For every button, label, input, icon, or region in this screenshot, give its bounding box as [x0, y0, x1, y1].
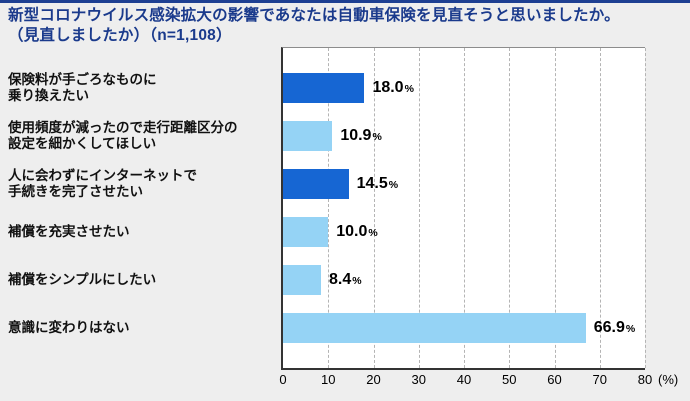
x-axis-unit-label: (%)	[658, 372, 679, 387]
category-label: 保険料が手ごろなものに 乗り換えたい	[8, 64, 276, 112]
x-tick-label: 0	[279, 372, 287, 387]
x-tick-label: 50	[502, 372, 517, 387]
bar-value-label: 10.9%	[340, 127, 381, 145]
grid-line	[645, 48, 646, 368]
category-label: 人に会わずにインターネットで 手続きを完了させたい	[8, 160, 276, 208]
bar-value-label: 18.0%	[372, 79, 413, 97]
x-tick-label: 60	[547, 372, 562, 387]
plot-area: 18.0% 10.9% 14.5% 10.0% 8.4% 66.9%	[281, 47, 646, 370]
chart-title: 新型コロナウイルス感染拡大の影響であなたは自動車保険を見直そうと思いましたか。 …	[8, 6, 684, 47]
x-tick-label: 30	[411, 372, 426, 387]
bar-row: 10.0%	[283, 208, 645, 256]
bar	[283, 265, 321, 295]
bar-row: 14.5%	[283, 160, 645, 208]
bar	[283, 121, 333, 151]
bar-value-number: 66.9	[593, 319, 625, 336]
x-axis: 0 10 20 30 40 50 60 70 80 (%)	[279, 372, 678, 390]
bar-value-unit: %	[372, 131, 382, 143]
grid-line	[509, 48, 511, 368]
grid-line	[328, 48, 330, 368]
category-label: 意識に変わりはない	[8, 304, 276, 352]
chart-title-line2: （見直しましたか）（n=1,108）	[8, 27, 232, 45]
bar-value-label: 14.5%	[357, 175, 398, 193]
category-label-line: 補償を充実させたい	[8, 223, 130, 239]
category-label-line: 保険料が手ごろなものに	[8, 71, 157, 87]
bar-value-unit: %	[388, 179, 399, 191]
bar-value-number: 10.0	[336, 223, 368, 240]
bar-row: 8.4%	[283, 256, 645, 304]
grid-line	[464, 48, 465, 368]
x-tick-label: 20	[366, 372, 381, 387]
category-label-line: 設定を細かくしてほしい	[8, 136, 157, 151]
grid-line	[554, 48, 556, 368]
category-label: 補償をシンプルにしたい	[8, 256, 276, 304]
bar-value-unit: %	[404, 83, 414, 95]
bar-value-label: 8.4%	[329, 271, 362, 289]
x-tick-label: 40	[456, 372, 472, 387]
bar	[283, 169, 349, 199]
chart-title-line1: 新型コロナウイルス感染拡大の影響であなたは自動車保険を見直そうと思いましたか。	[8, 7, 620, 24]
grid-line	[599, 48, 601, 368]
category-label-line: 補償をシンプルにしたい	[8, 271, 157, 287]
bars-container: 18.0% 10.9% 14.5% 10.0% 8.4% 66.9%	[283, 64, 645, 352]
grid-line	[418, 48, 420, 368]
bar-row: 66.9%	[283, 304, 645, 352]
bar-value-unit: %	[625, 323, 636, 335]
x-tick-label: 70	[592, 372, 607, 387]
category-label-line: 使用頻度が減ったので走行距離区分の	[8, 119, 238, 135]
bar-value-number: 8.4	[329, 271, 352, 288]
bar-value-number: 18.0	[372, 79, 404, 96]
category-label-line: 意識に変わりはない	[8, 319, 130, 335]
x-tick-label: 10	[321, 372, 336, 387]
bar	[283, 73, 365, 103]
category-label: 補償を充実させたい	[8, 208, 276, 256]
category-label-line: 乗り換えたい	[8, 88, 89, 103]
bar-value-number: 14.5	[356, 175, 388, 192]
bar-row: 10.9%	[283, 112, 645, 160]
category-label-line: 人に会わずにインターネットで	[8, 167, 197, 183]
bar-value-unit: %	[352, 275, 362, 287]
grid-line	[373, 48, 375, 368]
category-label-line: 手続きを完了させたい	[8, 184, 143, 199]
bar-value-unit: %	[368, 227, 378, 239]
bar	[283, 217, 329, 247]
bar-row: 18.0%	[283, 64, 645, 112]
x-tick-label: 80	[637, 372, 653, 387]
category-label-column: 保険料が手ごろなものに 乗り換えたい 使用頻度が減ったので走行距離区分の 設定を細かく…	[8, 64, 276, 352]
bar-value-label: 66.9%	[594, 319, 635, 337]
bar	[283, 313, 586, 343]
bar-value-label: 10.0%	[336, 223, 377, 241]
bar-value-number: 10.9	[340, 127, 372, 144]
category-label: 使用頻度が減ったので走行距離区分の 設定を細かくしてほしい	[8, 112, 276, 160]
page-top-accent-bar	[0, 0, 690, 3]
